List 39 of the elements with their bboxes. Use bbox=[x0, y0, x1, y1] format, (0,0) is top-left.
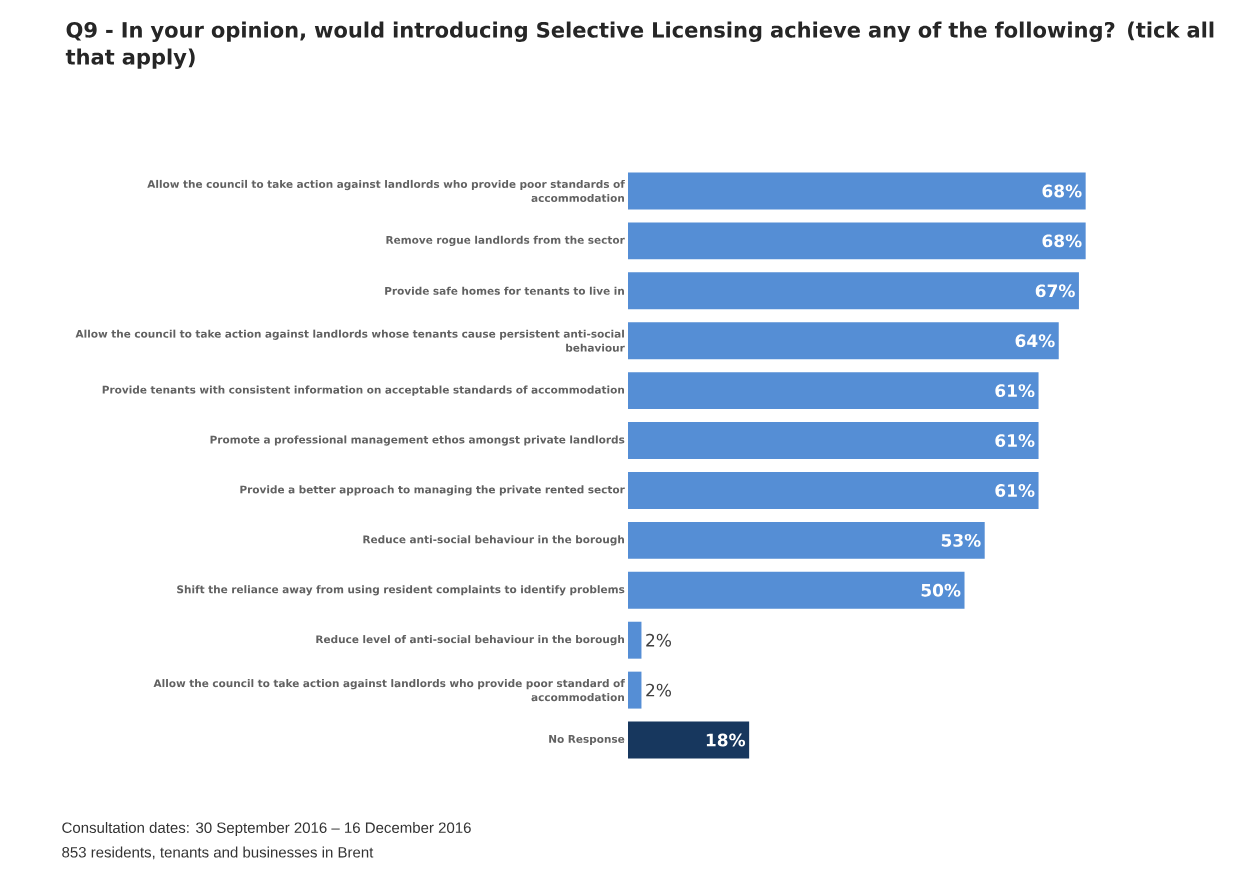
y-tick-label: Reduce level of anti-social behaviour in the borough bbox=[316, 635, 624, 646]
bar bbox=[628, 272, 1079, 310]
y-tick-label: Promote a professional management ethos amongst private landlords bbox=[210, 435, 625, 446]
data-label: 2% bbox=[646, 683, 672, 697]
data-label: 2% bbox=[646, 633, 672, 647]
text: 853 residents, tenants and businesses in Brent bbox=[62, 846, 374, 860]
data-label: 64% bbox=[1015, 334, 1055, 348]
bar bbox=[628, 521, 985, 559]
data-label: 68% bbox=[1042, 184, 1082, 198]
y-tick-label: Allow the council to take action against landlords who provide poor standard of accommodation bbox=[153, 679, 625, 702]
bar bbox=[628, 721, 750, 759]
y-tick-label: Provide safe homes for tenants to live in bbox=[385, 286, 624, 295]
bar bbox=[628, 372, 1039, 410]
bar bbox=[628, 422, 1039, 459]
bar bbox=[628, 222, 1086, 260]
chart-title: Q9 - In your opinion, would introducing Selective Licensing achieve any of the following? (tick all that apply) bbox=[65, 21, 1214, 70]
y-tick-label: Remove rogue landlords from the sector bbox=[386, 235, 625, 246]
bar bbox=[628, 621, 642, 659]
bar bbox=[628, 471, 1039, 509]
y-tick-label: Provide a better approach to managing the private rented sector bbox=[240, 485, 625, 496]
bar bbox=[628, 671, 642, 709]
y-tick-label: Shift the reliance away from using resident complaints to identify problems bbox=[177, 585, 625, 596]
data-label: 61% bbox=[995, 384, 1035, 398]
y-tick-label: Allow the council to take action against landlords who provide poor standards of accommodation bbox=[147, 179, 625, 203]
y-tick-label: Allow the council to take action against landlords whose tenants cause persistent anti-social behaviour bbox=[75, 329, 625, 352]
data-label: 67% bbox=[1035, 284, 1075, 298]
data-label: 50% bbox=[921, 583, 961, 597]
data-label: 18% bbox=[706, 733, 746, 747]
data-label: 61% bbox=[995, 484, 1035, 497]
y-tick-label: Provide tenants with consistent information on acceptable standards of accommodation bbox=[102, 385, 624, 396]
bar bbox=[628, 571, 965, 609]
text: Consultation dates: 30 September 2016 – 16 December 2016 bbox=[62, 821, 471, 836]
data-label: 61% bbox=[995, 434, 1035, 447]
data-label: 68% bbox=[1042, 234, 1082, 248]
bar bbox=[628, 172, 1086, 210]
y-tick-label: Reduce anti-social behaviour in the borough bbox=[363, 535, 624, 546]
bar bbox=[628, 322, 1059, 360]
y-tick-label: No Response bbox=[549, 735, 625, 745]
data-label: 53% bbox=[941, 533, 981, 547]
